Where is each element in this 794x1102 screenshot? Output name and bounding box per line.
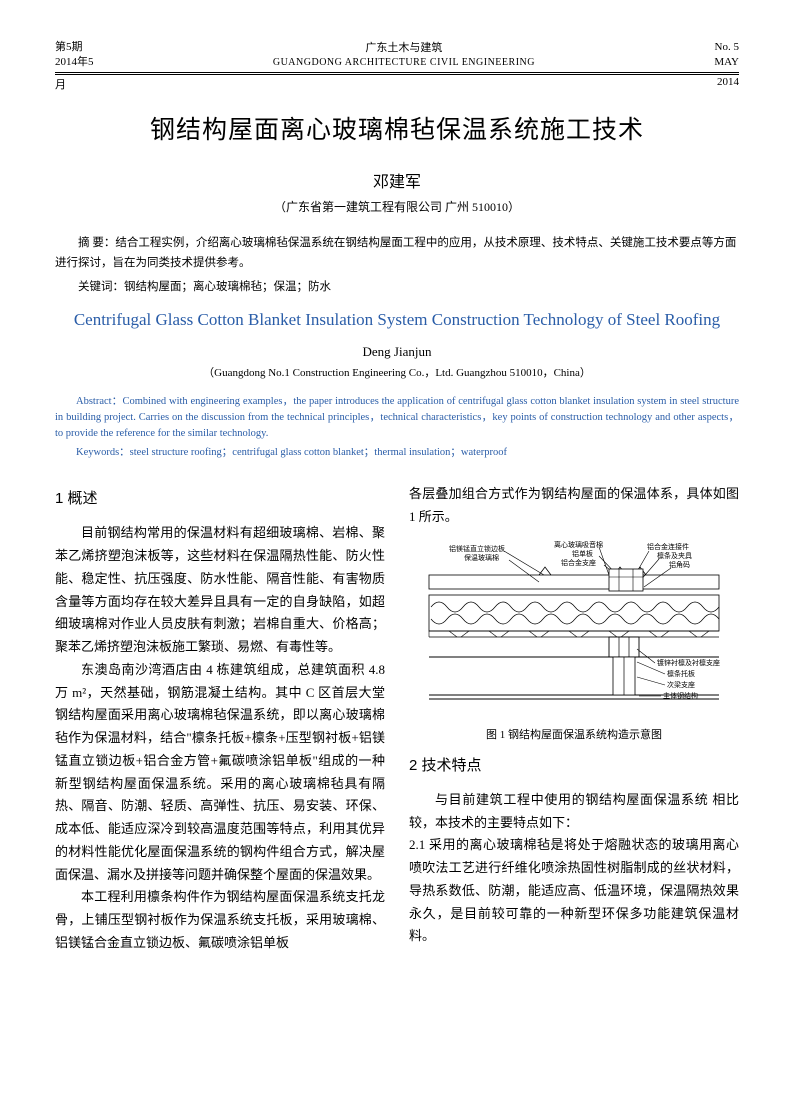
body-paragraph: 本工程利用檩条构件作为钢结构屋面保温系统支托龙骨，上铺压型钢衬板作为保温系统支托… xyxy=(55,886,385,954)
issue-cn: 第5期 xyxy=(55,40,94,55)
keywords-cn-label: 关键词： xyxy=(78,281,124,293)
abstract-cn-label: 摘 要： xyxy=(78,237,115,249)
journal-en: GUANGDONG ARCHITECTURE CIVIL ENGINEERING xyxy=(273,56,535,70)
body-paragraph: 2.1 采用的离心玻璃棉毡是将处于熔融状态的玻璃用离心喷吹法工艺进行纤维化喷涂热… xyxy=(409,834,739,948)
keywords-en: Keywords：steel structure roofing；centrif… xyxy=(55,444,739,459)
section-1-heading: 1 概述 xyxy=(55,487,385,508)
fig-label: 次梁支座 xyxy=(667,680,695,689)
fig-label: 檩条及夹具 xyxy=(657,551,692,560)
paper-title-en: Centrifugal Glass Cotton Blanket Insulat… xyxy=(55,310,739,330)
column-left: 1 概述 目前钢结构常用的保温材料有超细玻璃棉、岩棉、聚苯乙烯挤塑泡沫板等，这些… xyxy=(55,483,385,954)
figure-1-diagram: 铝镁锰直立锁边板 保温玻璃棉 离心玻璃吸音棉 铝单板 铝合金支座 铝合金连接件 … xyxy=(409,537,739,722)
date-cn: 2014年5 xyxy=(55,55,94,70)
body-columns: 1 概述 目前钢结构常用的保温材料有超细玻璃棉、岩棉、聚苯乙烯挤塑泡沫板等，这些… xyxy=(55,483,739,954)
fig-label: 主体钢结构 xyxy=(663,691,698,700)
affiliation-en: （Guangdong No.1 Construction Engineering… xyxy=(55,364,739,380)
fig-label: 离心玻璃吸音棉 xyxy=(554,540,603,549)
header-right: No. 5 MAY xyxy=(714,40,739,70)
body-paragraph: 东澳岛南沙湾酒店由 4 栋建筑组成，总建筑面积 4.8 万 m²，天然基础，钢筋… xyxy=(55,659,385,887)
affiliation-cn: （广东省第一建筑工程有限公司 广州 510010） xyxy=(55,198,739,215)
header-center: 广东土木与建筑 GUANGDONG ARCHITECTURE CIVIL ENG… xyxy=(273,41,535,69)
author-cn: 邓建军 xyxy=(55,168,739,192)
abstract-en-label: Abstract： xyxy=(76,396,122,407)
abstract-en-text: Combined with engineering examples，the p… xyxy=(55,396,739,439)
body-paragraph: 各层叠加组合方式作为钢结构屋面的保温体系，具体如图 1 所示。 xyxy=(409,483,739,529)
header-sub: 月 2014 xyxy=(55,74,739,92)
body-paragraph: 目前钢结构常用的保温材料有超细玻璃棉、岩棉、聚苯乙烯挤塑泡沫板等，这些材料在保温… xyxy=(55,522,385,659)
fig-label: 铝合金支座 xyxy=(561,558,596,567)
abstract-en: Abstract：Combined with engineering examp… xyxy=(55,394,739,441)
abstract-cn: 摘 要：结合工程实例，介绍离心玻璃棉毡保温系统在钢结构屋面工程中的应用，从技术原… xyxy=(55,233,739,274)
page-header: 第5期 2014年5 广东土木与建筑 GUANGDONG ARCHITECTUR… xyxy=(55,40,739,73)
month-en: MAY xyxy=(714,55,739,70)
fig-label: 铝合金连接件 xyxy=(647,542,689,551)
keywords-cn-text: 钢结构屋面；离心玻璃棉毡；保温；防水 xyxy=(124,281,331,293)
fig-label: 铝镁锰直立锁边板 xyxy=(449,544,505,553)
keywords-en-label: Keywords： xyxy=(76,447,130,458)
paper-title-cn: 钢结构屋面离心玻璃棉毡保温系统施工技术 xyxy=(55,110,739,146)
fig-label: 铝角码 xyxy=(669,560,690,569)
keywords-cn: 关键词：钢结构屋面；离心玻璃棉毡；保温；防水 xyxy=(55,278,739,294)
fig-label: 檩条托板 xyxy=(667,669,695,678)
figure-1-caption: 图 1 钢结构屋面保温系统构造示意图 xyxy=(409,726,739,742)
fig-label: 保温玻璃棉 xyxy=(464,553,499,562)
fig-label: 镀锌衬檩及衬檩支座 xyxy=(657,658,720,667)
journal-cn: 广东土木与建筑 xyxy=(273,41,535,56)
fig-label: 铝单板 xyxy=(572,549,593,558)
author-en: Deng Jianjun xyxy=(55,344,739,360)
month-cn: 月 xyxy=(55,76,66,92)
abstract-cn-text: 结合工程实例，介绍离心玻璃棉毡保温系统在钢结构屋面工程中的应用，从技术原理、技术… xyxy=(55,237,736,270)
year: 2014 xyxy=(717,76,739,92)
column-right: 各层叠加组合方式作为钢结构屋面的保温体系，具体如图 1 所示。 铝镁锰直立锁边板… xyxy=(409,483,739,954)
keywords-en-text: steel structure roofing；centrifugal glas… xyxy=(130,447,507,458)
header-left: 第5期 2014年5 xyxy=(55,40,94,70)
section-2-heading: 2 技术特点 xyxy=(409,754,739,775)
issue-en: No. 5 xyxy=(714,40,739,55)
body-paragraph: 与目前建筑工程中使用的钢结构屋面保温系统 相比较，本技术的主要特点如下： xyxy=(409,789,739,835)
figure-1: 铝镁锰直立锁边板 保温玻璃棉 离心玻璃吸音棉 铝单板 铝合金支座 铝合金连接件 … xyxy=(409,537,739,742)
